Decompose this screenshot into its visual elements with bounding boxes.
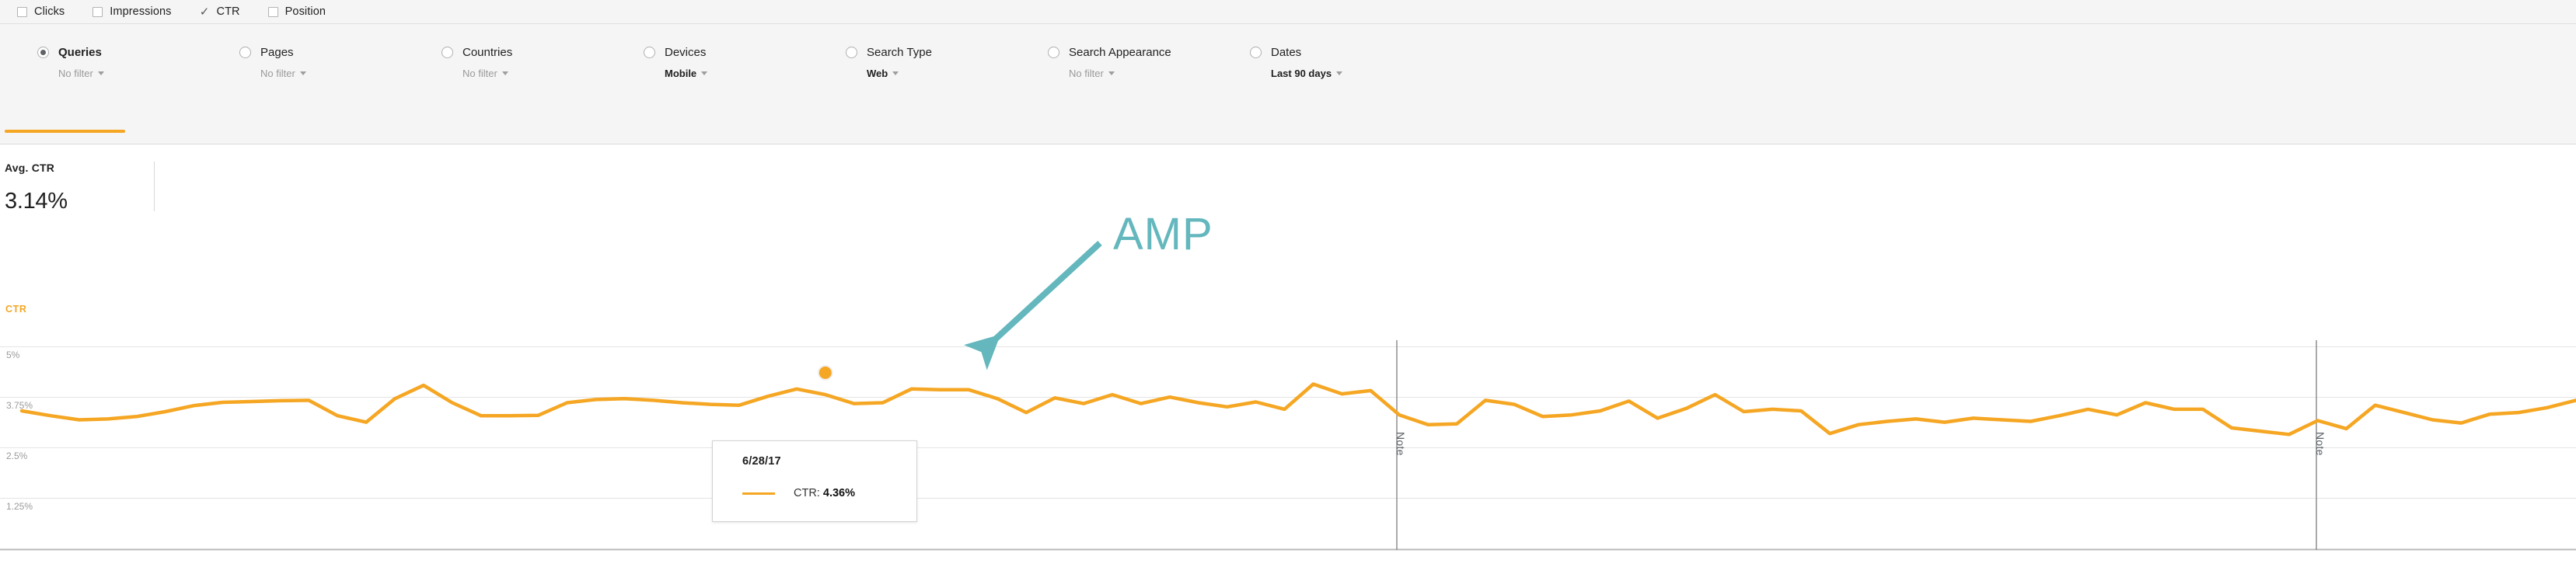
filter-value-countries: No filter — [462, 68, 497, 79]
summary-title: Avg. CTR — [5, 162, 55, 174]
tooltip-metric-label: CTR: — [794, 487, 820, 499]
dimension-devices[interactable]: Devices Mobile — [644, 46, 846, 79]
tooltip-metric: CTR: 4.36% — [794, 487, 855, 499]
dimension-search-appearance[interactable]: Search Appearance No filter — [1048, 46, 1250, 79]
chevron-down-icon — [501, 71, 508, 75]
dimension-label-countries: Countries — [462, 46, 513, 59]
dimension-label-queries: Queries — [58, 46, 102, 59]
radio-icon[interactable] — [1048, 47, 1059, 58]
metric-selector-bar: Clicks Impressions ✓ CTR Position — [0, 0, 2576, 24]
summary-value: 3.14% — [5, 189, 68, 214]
metric-summary-card[interactable]: Avg. CTR 3.14% — [5, 162, 152, 214]
chart-series-line — [19, 382, 2576, 437]
dimension-label-pages: Pages — [260, 46, 294, 59]
filter-value-dates: Last 90 days — [1271, 68, 1332, 79]
chevron-down-icon — [701, 71, 708, 75]
filter-dropdown-devices[interactable]: Mobile — [665, 68, 846, 79]
tooltip-series-row: CTR: 4.36% — [742, 487, 916, 499]
dimension-countries[interactable]: Countries No filter — [442, 46, 644, 79]
radio-icon[interactable] — [1250, 47, 1262, 58]
filter-value-search-appearance: No filter — [1069, 68, 1104, 79]
radio-icon[interactable] — [37, 47, 49, 58]
chart-gridlines — [0, 346, 2576, 551]
metric-toggle-impressions[interactable]: Impressions — [92, 0, 171, 24]
filter-value-devices: Mobile — [665, 68, 697, 79]
filter-dropdown-countries[interactable]: No filter — [462, 68, 644, 79]
chart-note-label: Note — [2314, 432, 2326, 456]
filter-dropdown-queries[interactable]: No filter — [58, 68, 239, 79]
summary-panel: Avg. CTR 3.14% — [0, 144, 2576, 261]
summary-accent-underline — [5, 130, 125, 133]
radio-icon[interactable] — [442, 47, 453, 58]
y-axis-tick-1: 3.75% — [6, 400, 33, 411]
metric-label-position: Position — [284, 5, 326, 18]
dimension-label-dates: Dates — [1271, 46, 1302, 59]
checkbox-icon[interactable] — [92, 6, 103, 17]
dimension-dates[interactable]: Dates Last 90 days — [1250, 46, 1452, 79]
dimension-label-search-type: Search Type — [867, 46, 932, 59]
radio-icon[interactable] — [846, 47, 857, 58]
chart-note-lines — [1396, 340, 2317, 550]
metric-toggle-position[interactable]: Position — [267, 0, 326, 24]
filter-value-queries: No filter — [58, 68, 93, 79]
y-axis-tick-3: 1.25% — [6, 501, 33, 512]
dimension-selector-bar: Queries No filter Pages No filter Countr… — [0, 24, 2576, 144]
amp-annotation-text: AMP — [1113, 209, 1213, 259]
dimension-pages[interactable]: Pages No filter — [239, 46, 442, 79]
chevron-down-icon — [892, 71, 899, 75]
metric-toggle-clicks[interactable]: Clicks — [17, 0, 65, 24]
dimension-label-search-appearance: Search Appearance — [1069, 46, 1171, 59]
metric-label-ctr: CTR — [216, 5, 240, 18]
metric-label-impressions: Impressions — [110, 5, 172, 18]
y-axis-tick-0: 5% — [6, 350, 20, 360]
tooltip-date: 6/28/17 — [742, 455, 781, 468]
y-axis-tick-2: 2.5% — [6, 450, 28, 461]
filter-dropdown-search-type[interactable]: Web — [867, 68, 1048, 79]
chart-series-label: CTR — [5, 304, 27, 315]
metric-label-clicks: Clicks — [34, 5, 65, 18]
radio-icon[interactable] — [239, 47, 251, 58]
chevron-down-icon — [97, 71, 104, 75]
chart-note-label: Note — [1394, 432, 1407, 456]
dimension-label-devices: Devices — [665, 46, 707, 59]
filter-dropdown-pages[interactable]: No filter — [260, 68, 442, 79]
filter-value-search-type: Web — [867, 68, 888, 79]
chart-highlighted-point — [817, 364, 833, 381]
tooltip-color-swatch — [742, 492, 775, 495]
chevron-down-icon — [299, 71, 306, 75]
chevron-down-icon — [1108, 71, 1115, 75]
checkmark-icon[interactable]: ✓ — [199, 5, 210, 19]
checkbox-icon[interactable] — [267, 6, 278, 17]
dimension-queries[interactable]: Queries No filter — [37, 46, 239, 79]
filter-dropdown-search-appearance[interactable]: No filter — [1069, 68, 1250, 79]
filter-dropdown-dates[interactable]: Last 90 days — [1271, 68, 1452, 79]
metric-toggle-ctr[interactable]: ✓ CTR — [200, 0, 240, 24]
checkbox-icon[interactable] — [17, 6, 27, 17]
dimension-search-type[interactable]: Search Type Web — [846, 46, 1048, 79]
tooltip-metric-value: 4.36% — [822, 487, 855, 499]
radio-icon[interactable] — [644, 47, 655, 58]
filter-value-pages: No filter — [260, 68, 295, 79]
chart-tooltip: 6/28/17 CTR: 4.36% — [712, 440, 917, 522]
chevron-down-icon — [1336, 71, 1343, 75]
summary-divider — [154, 162, 155, 211]
